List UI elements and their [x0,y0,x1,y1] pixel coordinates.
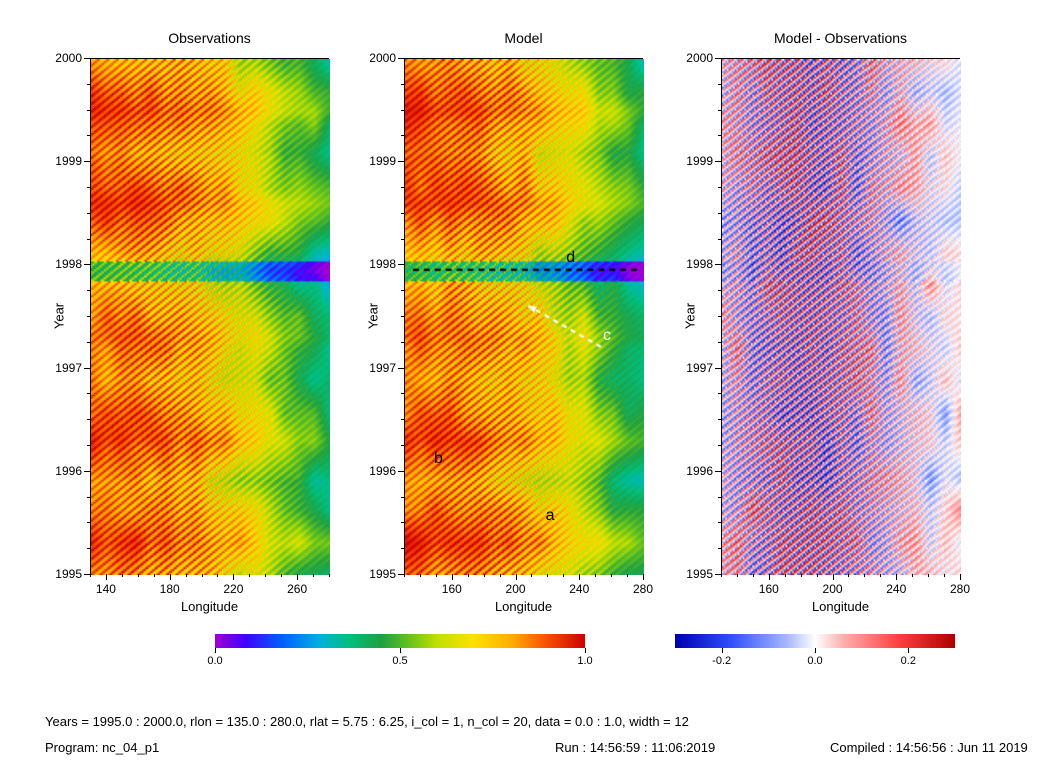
colorbar-main: 0.00.51.0 [215,634,585,648]
footer-run-value: 14:56:59 : 11:06:2019 [590,740,716,755]
footer-program-label: Program: [45,740,102,755]
plot-difference [721,58,960,574]
panel-difference: Model - Observations Year Longitude 1995… [721,58,960,574]
footer-run: Run : 14:56:59 : 11:06:2019 [555,740,715,755]
footer-parameters: Years = 1995.0 : 2000.0, rlon = 135.0 : … [45,714,689,729]
xlabel-observations: Longitude [181,599,238,614]
footer-compiled-label: Compiled : [830,740,896,755]
figure: Observations Year Longitude 199519961997… [0,0,1063,772]
panel-title-difference: Model - Observations [721,30,960,46]
xlabel-difference: Longitude [812,599,869,614]
panel-model: Model Year Longitude 1995199619971998199… [404,58,643,574]
plot-model [404,58,643,574]
annotation-a: a [546,507,555,525]
footer-program-value: nc_04_p1 [102,740,159,755]
heatmap-observations [91,59,330,575]
footer-program: Program: nc_04_p1 [45,740,159,755]
annotation-overlay [405,59,642,573]
colorbar-diff: -0.20.00.2 [675,634,955,648]
panel-observations: Observations Year Longitude 199519961997… [90,58,329,574]
heatmap-difference [722,59,961,575]
ylabel-observations: Year [52,303,67,329]
colorbar-diff-gradient [675,634,955,648]
annotation-d: d [566,249,575,267]
footer-compiled-value: 14:56:56 : Jun 11 2019 [896,740,1028,755]
panel-title-observations: Observations [90,30,329,46]
footer-compiled: Compiled : 14:56:56 : Jun 11 2019 [830,740,1028,755]
ylabel-model: Year [366,303,381,329]
colorbar-main-gradient [215,634,585,648]
ylabel-difference: Year [683,303,698,329]
plot-observations [90,58,329,574]
annotation-c: c [603,327,611,345]
xlabel-model: Longitude [495,599,552,614]
annotation-b: b [434,450,443,468]
footer-run-label: Run : [555,740,590,755]
panel-title-model: Model [404,30,643,46]
